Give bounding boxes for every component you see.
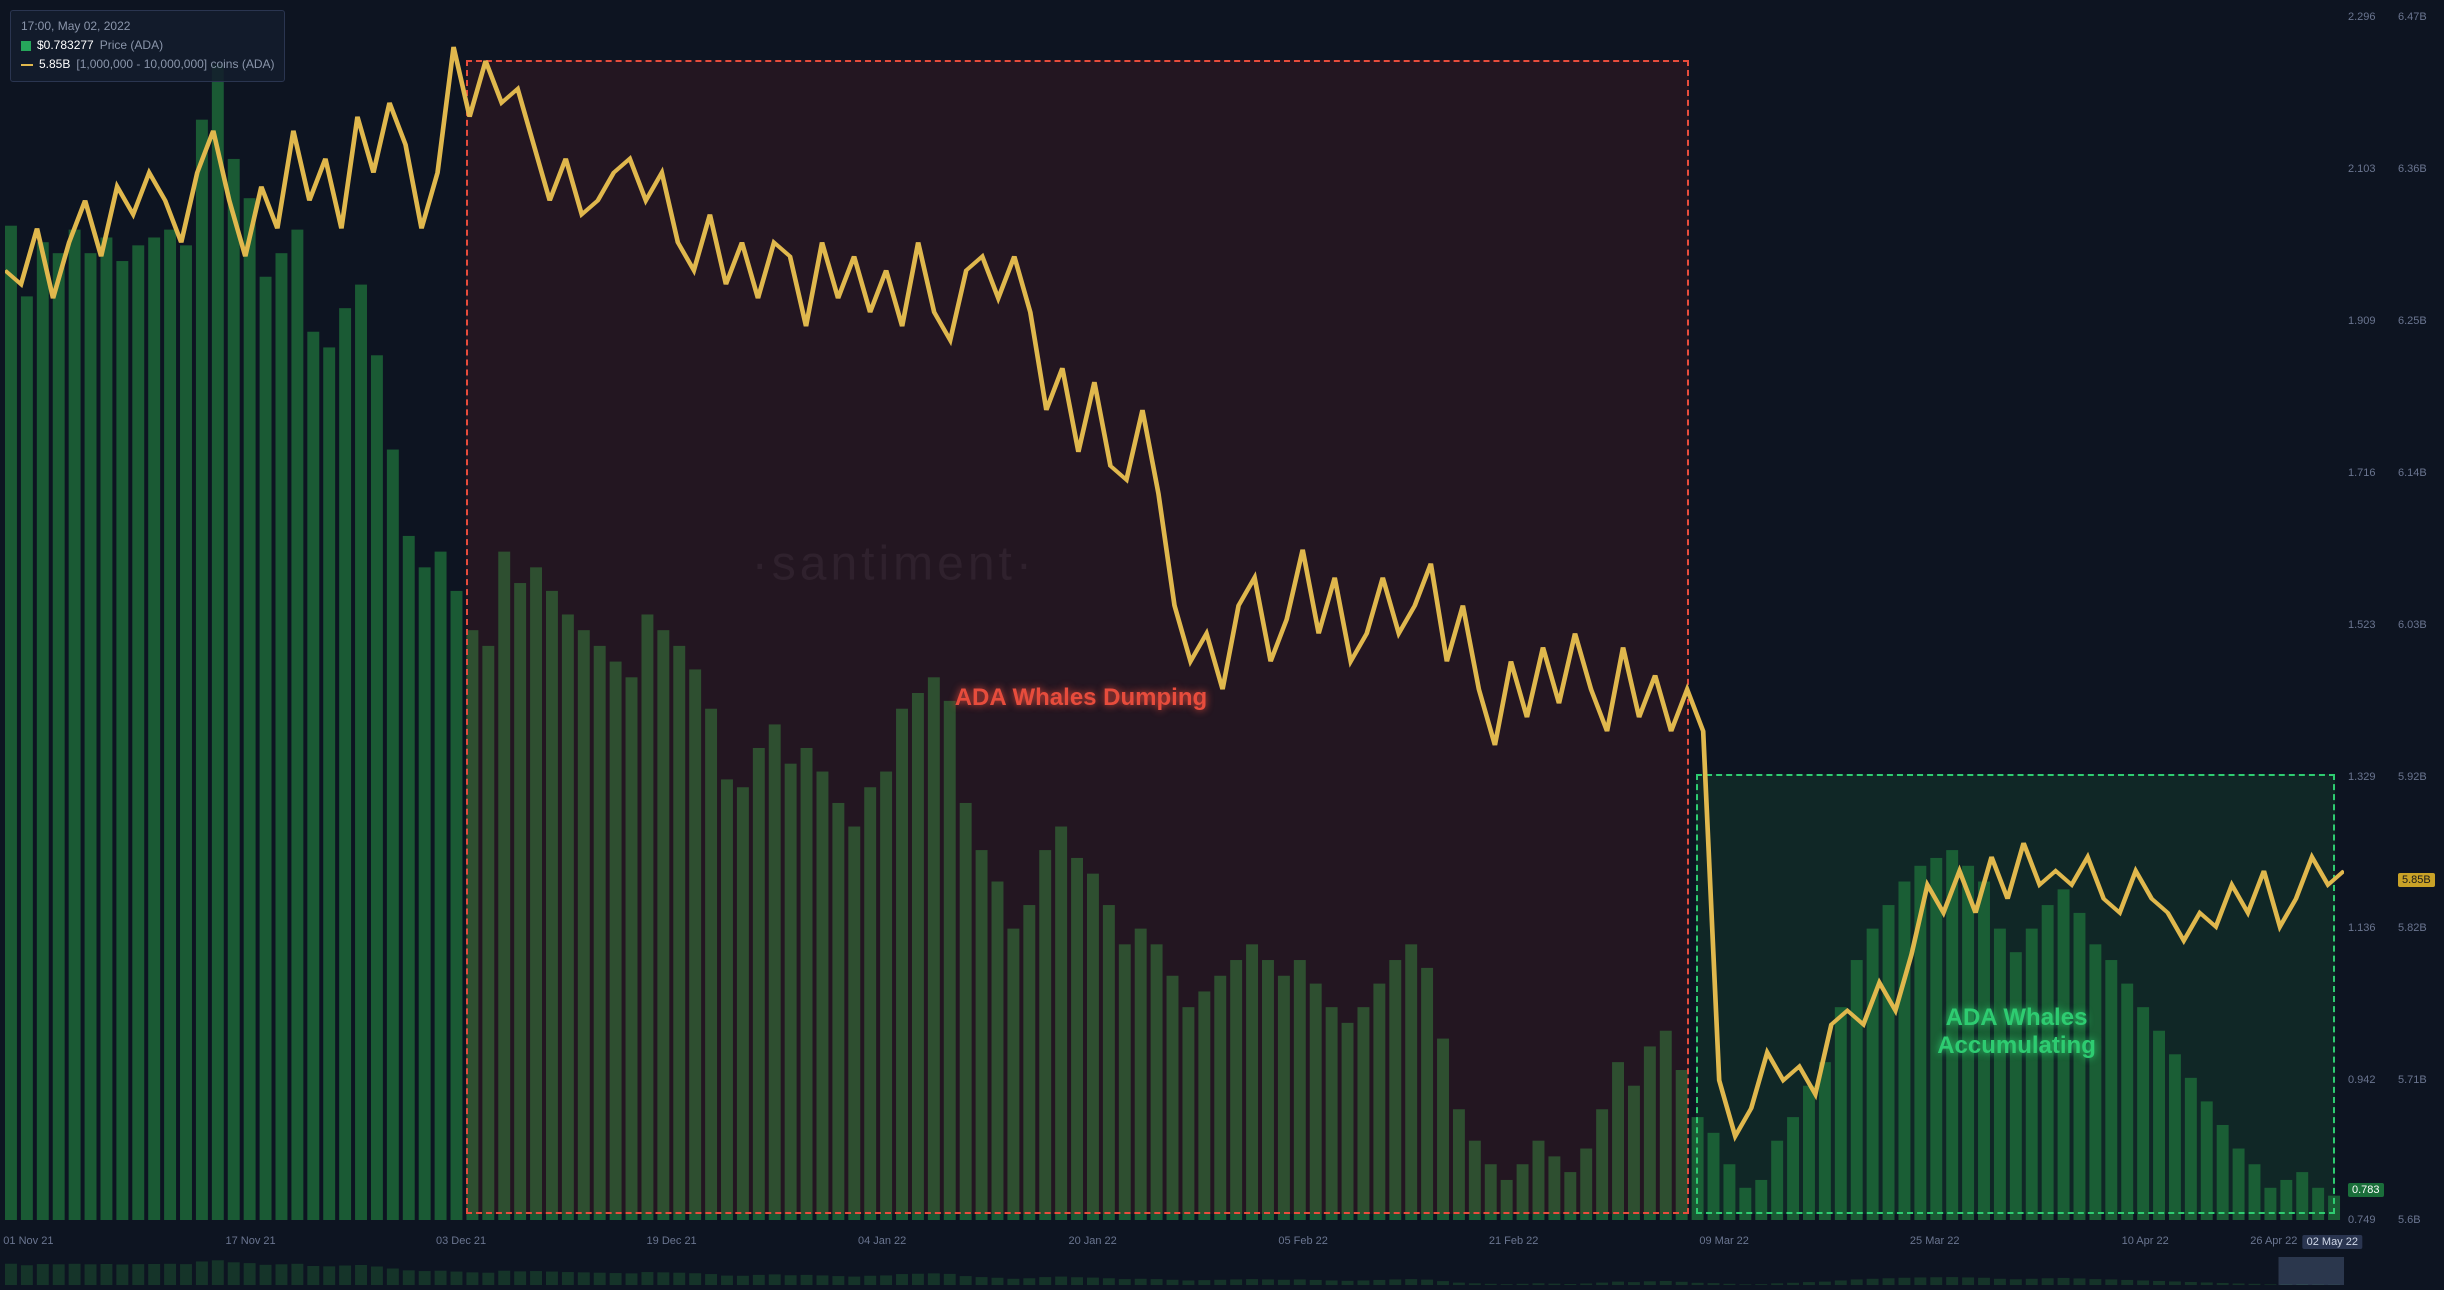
legend-price-label: Price (ADA) (100, 36, 163, 55)
y-tick-coins: 5.6B (2398, 1214, 2421, 1226)
y-tick-price: 2.103 (2348, 163, 2376, 175)
coins-dash-icon (21, 64, 33, 66)
y-tick-price: 1.716 (2348, 467, 2376, 479)
x-tick-date: 05 Feb 22 (1278, 1235, 1328, 1247)
y-tick-coins: 6.47B (2398, 11, 2427, 23)
y-tick-price-current: 0.783 (2348, 1183, 2384, 1197)
y-tick-price: 0.942 (2348, 1074, 2376, 1086)
y-tick-price: 1.523 (2348, 619, 2376, 631)
x-tick-date: 25 Mar 22 (1910, 1235, 1960, 1247)
y-tick-coins: 5.82B (2398, 922, 2427, 934)
legend-timestamp: 17:00, May 02, 2022 (21, 17, 274, 36)
y-axis-price: 2.296 2.103 1.909 1.716 1.523 1.329 1.136 0.942… (2344, 5, 2394, 1220)
y-tick-price: 1.136 (2348, 922, 2376, 934)
y-tick-coins: 5.92B (2398, 771, 2427, 783)
x-tick-date: 20 Jan 22 (1068, 1235, 1116, 1247)
y-tick-price: 1.909 (2348, 315, 2376, 327)
legend-series-price: $0.783277 Price (ADA) (21, 36, 274, 55)
x-tick-date: 17 Nov 21 (226, 1235, 276, 1247)
y-tick-coins: 6.14B (2398, 467, 2427, 479)
chart-container: 17:00, May 02, 2022 $0.783277 Price (ADA… (0, 0, 2444, 1290)
mini-chart-svg (5, 1257, 2344, 1285)
x-tick-date: 21 Feb 22 (1489, 1235, 1539, 1247)
y-axis-coins: 6.47B 6.36B 6.25B 6.14B 6.03B 5.92B 5.82B 5.71B… (2394, 5, 2444, 1220)
legend-box: 17:00, May 02, 2022 $0.783277 Price (ADA… (10, 10, 285, 82)
x-tick-date: 01 Nov 21 (3, 1235, 53, 1247)
x-tick-date-current: 02 May 22 (2303, 1235, 2362, 1249)
line-layer (5, 5, 2344, 1220)
x-tick-date: 26 Apr 22 (2250, 1235, 2297, 1247)
legend-price-value: $0.783277 (37, 36, 94, 55)
plot-area[interactable]: ·santiment· ADA Whales DumpingADA Whales… (5, 5, 2344, 1220)
x-tick-date: 04 Jan 22 (858, 1235, 906, 1247)
legend-coins-value: 5.85B (39, 55, 70, 74)
x-tick-date: 09 Mar 22 (1699, 1235, 1749, 1247)
x-tick-date: 19 Dec 21 (647, 1235, 697, 1247)
y-tick-coins-current: 5.85B (2398, 873, 2435, 887)
legend-coins-label: [1,000,000 - 10,000,000] coins (ADA) (76, 55, 274, 74)
y-axis-right: 2.296 2.103 1.909 1.716 1.523 1.329 1.136 0.942… (2344, 5, 2444, 1220)
y-tick-coins: 6.03B (2398, 619, 2427, 631)
x-tick-date: 10 Apr 22 (2122, 1235, 2169, 1247)
y-tick-coins: 5.71B (2398, 1074, 2427, 1086)
legend-series-coins: 5.85B [1,000,000 - 10,000,000] coins (AD… (21, 55, 274, 74)
x-tick-date: 03 Dec 21 (436, 1235, 486, 1247)
y-tick-price: 0.749 (2348, 1214, 2376, 1226)
x-axis: 01 Nov 21 17 Nov 21 03 Dec 21 19 Dec 21 04 J… (5, 1235, 2344, 1255)
legend-timestamp-text: 17:00, May 02, 2022 (21, 17, 130, 36)
y-tick-price: 2.296 (2348, 11, 2376, 23)
price-swatch-icon (21, 41, 31, 51)
y-tick-price: 1.329 (2348, 771, 2376, 783)
y-tick-coins: 6.36B (2398, 163, 2427, 175)
mini-chart[interactable] (5, 1257, 2344, 1285)
y-tick-coins: 6.25B (2398, 315, 2427, 327)
